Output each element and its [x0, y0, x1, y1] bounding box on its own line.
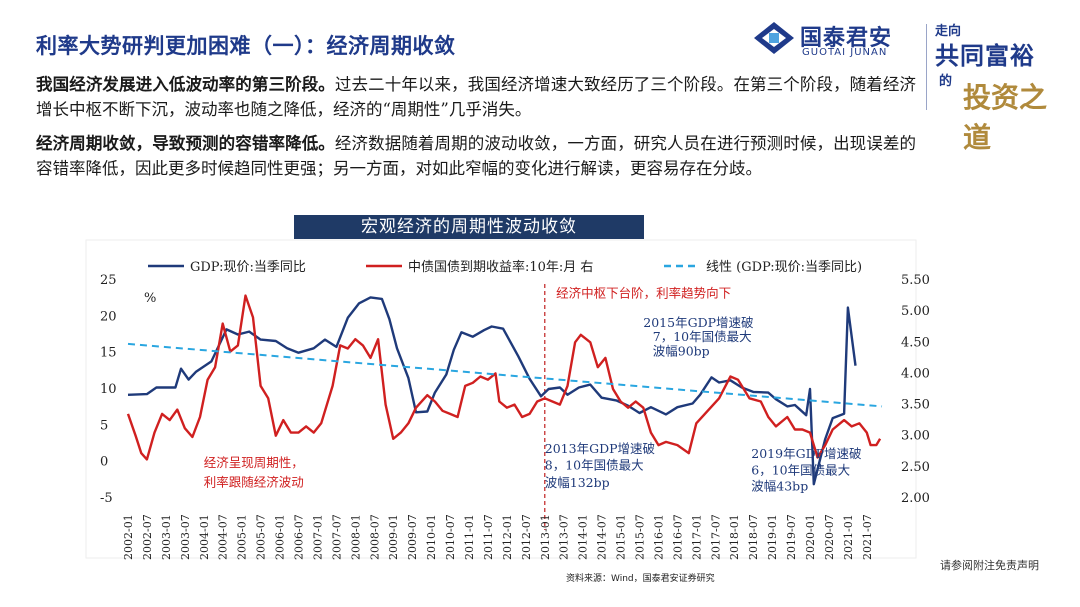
logo-chinese-name: 国泰君安 [800, 26, 893, 51]
x-axis-tick-label: 2014-07 [596, 514, 609, 560]
x-axis-tick-label: 2012-07 [520, 514, 533, 560]
x-axis-tick-label: 2003-07 [179, 514, 192, 560]
x-axis-tick-label: 2017-01 [690, 514, 703, 560]
x-axis-tick-label: 2011-07 [482, 514, 495, 560]
paragraph-convergence: 经济周期收敛，导致预测的容错率降低。经济数据随着周期的波动收敛，一方面，研究人员… [36, 131, 916, 181]
left-axis-tick-label: 10 [100, 382, 117, 397]
x-axis-tick-label: 2007-01 [311, 514, 324, 560]
x-axis-tick-label: 2017-07 [709, 514, 722, 560]
right-axis-tick-label: 5.50 [901, 273, 930, 288]
source-note: 资料来源：Wind，国泰君安证券研究 [566, 574, 715, 584]
right-axis-tick-label: 2.50 [901, 460, 930, 475]
x-axis-tick-label: 2004-01 [198, 514, 211, 560]
x-axis-tick-label: 2005-07 [255, 514, 268, 560]
x-axis-tick-label: 2007-07 [330, 514, 343, 560]
logo-english-name: GUOTAI JUNAN [802, 47, 888, 58]
chart-annotation: 波幅90bp [653, 344, 710, 359]
x-axis-tick-label: 2015-01 [615, 514, 628, 560]
left-axis-tick-label: 0 [100, 455, 108, 470]
x-axis-tick-label: 2019-07 [785, 514, 798, 560]
chart-title: 宏观经济的周期性波动收敛 [294, 215, 644, 239]
chart-annotation: 经济中枢下台阶，利率趋势向下 [556, 285, 731, 300]
x-axis-tick-label: 2008-01 [349, 514, 362, 560]
left-axis-tick-label: 25 [100, 273, 117, 288]
logo-mark-icon [754, 22, 794, 54]
x-axis-tick-label: 2020-07 [823, 514, 836, 560]
chart-annotation: 2015年GDP增速破 [643, 315, 753, 330]
series-line-gdp [127, 296, 857, 486]
chart-annotation: 7，10年国债最大 [653, 329, 752, 344]
slogan-line-4: 投资之道 [963, 81, 1048, 154]
chart-annotation: 2013年GDP增速破 [545, 441, 655, 456]
chart-annotation: 8，10年国债最大 [545, 458, 644, 473]
header-divider [926, 24, 927, 110]
slogan-line-1: 走向 [935, 24, 962, 39]
paragraph-lead: 经济周期收敛，导致预测的容错率降低。 [36, 134, 335, 153]
left-axis-tick-label: 5 [100, 418, 108, 433]
right-axis-tick-label: 4.00 [901, 366, 930, 381]
x-axis-tick-label: 2018-01 [728, 514, 741, 560]
chart-annotation: 2019年GDP增速破 [751, 446, 861, 461]
x-axis-tick-label: 2006-01 [274, 514, 287, 560]
right-axis-tick-label: 3.50 [901, 398, 930, 413]
right-axis-tick-label: 4.50 [901, 335, 930, 350]
x-axis-tick-label: 2011-01 [463, 514, 476, 560]
x-axis-tick-label: 2021-07 [861, 514, 874, 560]
paragraph-stage: 我国经济发展进入低波动率的第三阶段。过去二十年以来，我国经济增速大致经历了三个阶… [36, 72, 916, 122]
x-axis-tick-label: 2003-01 [160, 514, 173, 560]
x-axis-tick-label: 2002-07 [141, 514, 154, 560]
page-title: 利率大势研判更加困难（一）：经济周期收敛 [36, 34, 456, 58]
chart-annotation: 利率跟随经济波动 [204, 474, 304, 489]
slogan-line-2: 共同富裕 [935, 41, 1035, 70]
paragraph-text: 经济数据随着周期的波动收敛，一方面，研究人员在进行预测时候，出现误差的容错率降低… [36, 134, 917, 178]
slogan-line-3: 的 [939, 74, 953, 89]
x-axis-tick-label: 2002-01 [122, 514, 135, 560]
left-axis-tick-label: -5 [100, 491, 113, 506]
chart-annotation: 波幅43bp [751, 479, 808, 494]
left-axis-tick-label: 15 [100, 346, 117, 361]
x-axis-tick-label: 2009-01 [387, 514, 400, 560]
x-axis-tick-label: 2016-07 [671, 514, 684, 560]
right-axis-tick-label: 3.00 [901, 429, 930, 444]
paragraph-lead: 我国经济发展进入低波动率的第三阶段。 [36, 75, 335, 94]
x-axis-tick-label: 2014-01 [577, 514, 590, 560]
x-axis-tick-label: 2012-01 [501, 514, 514, 560]
x-axis-tick-label: 2015-07 [634, 514, 647, 560]
chart-annotation: 波幅132bp [545, 475, 610, 490]
x-axis-tick-label: 2006-07 [293, 514, 306, 560]
left-axis-unit: % [144, 291, 156, 306]
paragraph-text: 过去二十年以来，我国经济增速大致经历了三个阶段。在第三个阶段，随着经济增长中枢不… [36, 75, 917, 119]
x-axis-tick-label: 2013-01 [539, 514, 552, 560]
disclaimer-link[interactable]: 请参阅附注免责声明 [940, 559, 1039, 572]
x-axis-tick-label: 2016-01 [652, 514, 665, 560]
x-axis-tick-label: 2004-07 [217, 514, 230, 560]
left-axis-tick-label: 20 [100, 309, 117, 324]
x-axis-tick-label: 2021-01 [842, 514, 855, 560]
x-axis-tick-label: 2019-01 [766, 514, 779, 560]
right-axis-tick-label: 5.00 [901, 304, 930, 319]
chart-annotation: 6，10年国债最大 [751, 463, 850, 478]
legend-label-gdp: GDP:现价:当季同比 [190, 260, 306, 275]
x-axis-tick-label: 2010-07 [444, 514, 457, 560]
right-axis-tick-label: 2.00 [901, 491, 930, 506]
x-axis-tick-label: 2005-01 [236, 514, 249, 560]
x-axis-tick-label: 2010-01 [425, 514, 438, 560]
x-axis-tick-label: 2013-07 [558, 514, 571, 560]
legend-label-trend: 线性 (GDP:现价:当季同比) [706, 260, 862, 275]
x-axis-tick-label: 2018-07 [747, 514, 760, 560]
x-axis-tick-label: 2020-01 [804, 514, 817, 560]
series-line-trend [127, 342, 883, 408]
chart-annotation: 经济呈现周期性， [204, 455, 304, 470]
x-axis-tick-label: 2009-07 [406, 514, 419, 560]
guotai-junan-logo: 国泰君安 GUOTAI JUNAN [752, 20, 912, 60]
legend-label-bond: 中债国债到期收益率:10年:月 右 [408, 259, 593, 275]
x-axis-tick-label: 2008-07 [368, 514, 381, 560]
series-line-bond [126, 294, 882, 461]
plot-area [85, 239, 917, 559]
